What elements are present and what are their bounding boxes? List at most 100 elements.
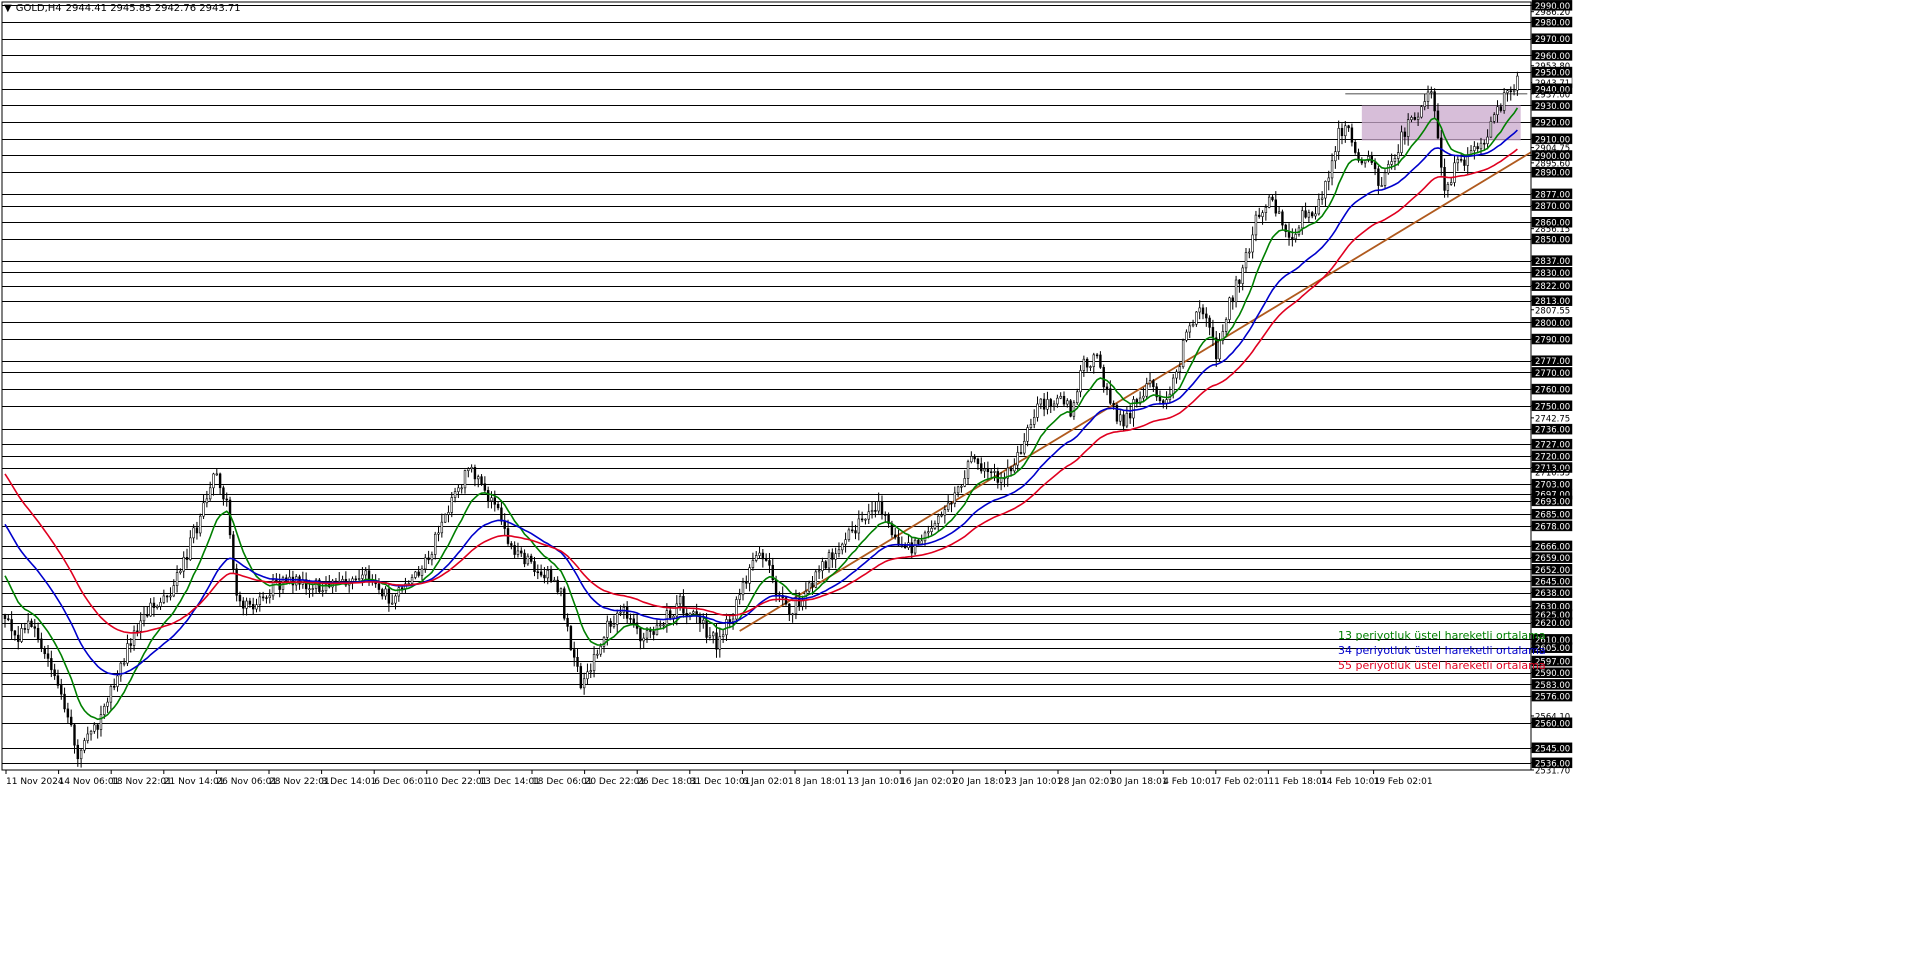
- candle-body: [837, 549, 841, 555]
- candle-body: [970, 456, 973, 463]
- candle-body: [132, 630, 136, 646]
- candle-body: [1489, 120, 1493, 138]
- price-axis[interactable]: 2990.002986.202980.002970.002960.002953.…: [1, 0, 1573, 777]
- axis-label-box: [1531, 188, 1573, 200]
- candle-body: [854, 530, 857, 534]
- candle-body: [467, 468, 470, 471]
- axis-label: 2910.00: [1535, 135, 1570, 145]
- candle-body: [1085, 358, 1089, 368]
- candle-body: [619, 611, 622, 614]
- candle-body: [1155, 386, 1158, 398]
- axis-label: 2895.60: [1535, 159, 1570, 169]
- axis-label: 2659.00: [1535, 554, 1570, 564]
- candle-body: [10, 619, 13, 632]
- candle-body: [678, 595, 682, 605]
- candle-body: [212, 473, 215, 489]
- candle-body: [870, 510, 874, 513]
- candle-body: [1119, 414, 1122, 422]
- time-label: 10 Dec 22:01: [427, 777, 488, 787]
- candle-body: [599, 645, 602, 655]
- candle-body: [559, 588, 563, 593]
- candle-body: [937, 515, 940, 524]
- time-label: 31 Dec 10:01: [690, 777, 751, 787]
- candle-body: [1304, 210, 1307, 218]
- candle-body: [165, 595, 169, 598]
- axis-label: 2930.00: [1535, 102, 1570, 112]
- candle-body: [539, 571, 543, 576]
- candle-body: [1473, 146, 1476, 151]
- candle-body: [731, 618, 735, 622]
- candle-body: [755, 555, 758, 561]
- candle-body: [185, 557, 189, 560]
- axis-label: 2937.00: [1535, 90, 1570, 100]
- candle-body: [93, 724, 96, 732]
- candle-body: [1066, 400, 1069, 405]
- candle-body: [728, 619, 731, 622]
- candle-body: [612, 624, 616, 627]
- axis-label: 2950.00: [1535, 69, 1570, 79]
- trendline[interactable]: [739, 151, 1532, 632]
- candle-body: [1158, 396, 1162, 401]
- candle-body: [946, 502, 950, 510]
- candle-body: [1357, 152, 1360, 161]
- axis-label: 2560.00: [1535, 719, 1570, 729]
- candle-body: [1132, 399, 1135, 419]
- candle-body: [536, 571, 540, 574]
- candle-body: [956, 486, 960, 494]
- axis-label-box: [1531, 83, 1573, 95]
- time-label: 8 Jan 18:01: [795, 777, 846, 787]
- axis-label-box: [1531, 383, 1573, 395]
- axis-label: 2904.75: [1535, 144, 1570, 154]
- candle-body: [798, 597, 801, 607]
- candle-body: [1506, 90, 1509, 94]
- time-label: 21 Nov 14:01: [164, 777, 225, 787]
- ema-line-55: [4, 148, 1518, 634]
- candle-body: [1092, 354, 1095, 367]
- candle-body: [225, 498, 228, 501]
- axis-label-box: [1531, 438, 1573, 450]
- candle-body: [420, 568, 424, 576]
- trendline-segment[interactable]: [739, 151, 1532, 632]
- candle-body: [3, 615, 7, 619]
- time-label: 11 Feb 18:01: [1268, 777, 1327, 787]
- axis-label: 2807.55: [1535, 306, 1570, 316]
- axis-label: 2980.00: [1535, 19, 1570, 29]
- candle-body: [1340, 128, 1344, 137]
- candle-body: [811, 582, 814, 588]
- candle-body: [953, 492, 956, 504]
- candle-body: [1029, 424, 1033, 428]
- candle-body: [1337, 128, 1340, 152]
- candle-body: [1105, 386, 1109, 389]
- candle-body: [60, 685, 63, 695]
- candle-body: [1486, 136, 1489, 144]
- candle-body: [73, 724, 76, 746]
- candle-body: [1006, 467, 1009, 479]
- axis-label-box: [1531, 0, 1573, 11]
- time-label: 20 Dec 22:01: [585, 777, 646, 787]
- moving-averages: [4, 107, 1519, 721]
- candle-body: [1244, 252, 1248, 269]
- axis-label-box: [1531, 450, 1573, 462]
- axis-label: 2790.00: [1535, 336, 1570, 346]
- candle-body: [692, 611, 695, 614]
- candle-body: [172, 585, 175, 597]
- candle-body: [1393, 158, 1397, 162]
- candle-body: [592, 654, 596, 671]
- axis-label-box: [1531, 587, 1573, 598]
- candle-body: [242, 600, 245, 609]
- axis-label-box: [1531, 552, 1573, 563]
- axis-label-box: [1531, 216, 1573, 228]
- candle-body: [17, 634, 20, 642]
- ohlc-values: 2944.41 2945.85 2942.76 2943.71: [65, 3, 241, 14]
- axis-label: 2610.00: [1535, 636, 1570, 646]
- candle-body: [930, 528, 933, 532]
- axis-label-box: [1531, 333, 1573, 345]
- dropdown-arrow-icon[interactable]: ▼: [4, 3, 12, 14]
- candle-body: [169, 595, 172, 598]
- candle-body: [13, 630, 17, 636]
- candle-body: [1502, 92, 1506, 111]
- axis-label-box: [1531, 642, 1573, 653]
